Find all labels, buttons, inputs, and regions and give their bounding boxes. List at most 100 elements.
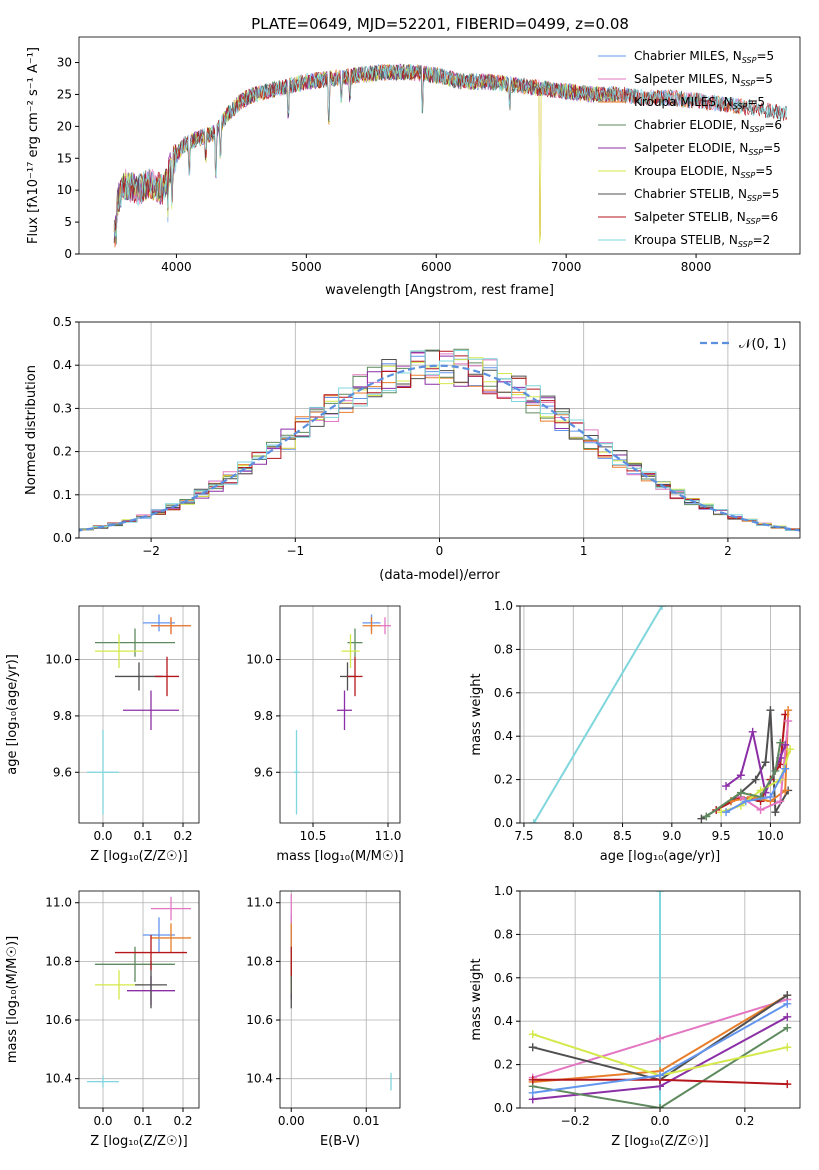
legend-subscript: SSP	[741, 79, 756, 88]
y-tick-label: 9.8	[53, 709, 72, 723]
legend-subscript: SSP	[742, 56, 757, 65]
spectrum-line-chabrier-stelib	[113, 64, 787, 243]
x-tick-label: 8.5	[613, 829, 632, 843]
y-axis-label: mass weight	[469, 673, 484, 755]
plus-marker	[748, 727, 757, 736]
y-tick-label: 0.6	[494, 686, 513, 700]
y-tick-label: 10.4	[246, 1072, 273, 1086]
plus-marker	[697, 814, 706, 823]
x-tick-label: 0.01	[353, 1114, 380, 1128]
x-tick-label: 1	[580, 544, 588, 558]
plus-marker	[781, 764, 790, 773]
plus-marker	[781, 786, 790, 795]
x-tick-label: 7000	[551, 260, 582, 274]
weight-line-5	[725, 731, 787, 796]
x-tick-label: 9.5	[712, 829, 731, 843]
x-tick-label: −1	[286, 544, 304, 558]
x-tick-label: 0	[436, 544, 444, 558]
legend-label: Chabrier STELIB, NSSP=5	[634, 187, 779, 203]
plus-marker	[766, 792, 775, 801]
x-tick-label: 0.2	[735, 1114, 754, 1128]
z_vs_age-panel: 0.0 0.1 0.2 9.6 9.8 10.0 Z [log₁₀(Z/Z☉)] age [l…	[5, 605, 200, 864]
legend-label: Salpeter ELODIE, NSSP=5	[634, 141, 781, 157]
legend-subscript: SSP	[746, 217, 761, 226]
legend-count: =5	[756, 49, 774, 63]
x-tick-label: 0.0	[93, 829, 112, 843]
x-tick-label: 10.0	[757, 829, 784, 843]
x-tick-label: 8000	[681, 260, 712, 274]
legend-label: Kroupa STELIB, NSSP=2	[634, 233, 770, 249]
x-tick-label: 10.5	[300, 829, 327, 843]
x-axis-label: (data-model)/error	[379, 568, 500, 583]
age_vs_mass_weight-frame	[519, 605, 801, 824]
y-tick-label: 1.0	[494, 599, 513, 613]
plus-marker	[656, 1071, 664, 1080]
y-tick-label: 0.3	[53, 401, 72, 415]
legend-count: =6	[760, 210, 778, 224]
x-tick-label: 0.0	[650, 1114, 669, 1128]
spectrum-frame	[78, 36, 801, 255]
plus-marker	[528, 1043, 537, 1052]
mass_vs_age-panel: 10.5 11.0 9.6 9.8 10.0 mass [log₁₀(M/M☉)]	[246, 605, 404, 864]
plus-marker	[722, 782, 731, 791]
plus-marker	[736, 788, 745, 797]
x-tick-label: 0.1	[133, 1114, 152, 1128]
y-tick-label: 5	[64, 215, 72, 229]
plus-marker	[766, 706, 775, 715]
plus-marker	[784, 706, 793, 715]
y-tick-label: 11.0	[45, 896, 72, 910]
y-tick-label: 0.8	[494, 642, 513, 656]
y-tick-label: 20	[57, 119, 72, 133]
y-tick-label: 0.6	[494, 971, 513, 985]
plus-marker	[736, 771, 745, 780]
lines	[528, 891, 792, 1108]
legend-count: =5	[747, 95, 765, 109]
plus-marker	[783, 991, 792, 1000]
histogram-panel: −2 −1 0 1 2 0.0 0.1 0.2 0.3 0.4 0.5 𝒩(0, 1) (data-mo…	[24, 315, 801, 583]
y-tick-label: 0.4	[494, 1014, 513, 1028]
z_vs_mass-frame	[78, 890, 200, 1109]
data-point	[95, 628, 175, 657]
x-tick-label: 6000	[421, 260, 452, 274]
y-tick-label: 0.5	[53, 315, 72, 329]
x-tick-label: 9.0	[662, 829, 681, 843]
spectrum-panel: PLATE=0649, MJD=52201, FIBERID=0499, z=0…	[26, 15, 801, 298]
y-tick-label: 10.0	[246, 653, 273, 667]
chart-title: PLATE=0649, MJD=52201, FIBERID=0499, z=0…	[251, 15, 629, 33]
weight-line-8	[725, 768, 787, 813]
legend-text: Salpeter MILES, N	[634, 72, 741, 86]
x-tick-label: 0.0	[93, 1114, 112, 1128]
legend-subscript: SSP	[733, 102, 748, 111]
legend-count: =5	[755, 72, 773, 86]
plus-marker	[783, 1080, 792, 1089]
lines	[529, 606, 795, 823]
y-axis-label: mass weight	[469, 958, 484, 1040]
legend-count: =5	[762, 187, 780, 201]
data-point	[87, 1075, 119, 1088]
y-tick-label: 0.8	[494, 927, 513, 941]
weight-line-0	[532, 606, 663, 823]
plus-marker	[741, 797, 750, 806]
x-tick-label: 0.1	[133, 829, 152, 843]
y-tick-label: 0	[64, 247, 72, 261]
data-point	[151, 617, 191, 635]
x-axis-label: age [log₁₀(age/yr)]	[600, 849, 721, 864]
legend-text: Salpeter STELIB, N	[634, 210, 746, 224]
plus-marker	[761, 758, 770, 767]
y-tick-label: 0.1	[53, 488, 72, 502]
x-tick-label: 11.0	[375, 829, 402, 843]
y-tick-label: 10.8	[246, 954, 273, 968]
plus-marker	[722, 808, 731, 817]
z_vs_mass_weight-frame	[519, 890, 801, 1109]
legend-subscript: SSP	[750, 125, 765, 134]
data-point	[151, 896, 191, 921]
z_vs_mass_weight-panel: −0.2 0.0 0.2 0.0 0.2 0.4 0.6 0.8 1.0 Z [log₁₀(Z/Z…	[469, 884, 801, 1149]
legend-count: =6	[764, 118, 782, 132]
y-tick-label: 10.6	[45, 1013, 72, 1027]
y-tick-label: 0.2	[494, 1058, 513, 1072]
plus-marker	[528, 1075, 537, 1084]
data-point	[337, 690, 352, 730]
x-tick-label: 5000	[291, 260, 322, 274]
x-tick-label: −0.2	[561, 1114, 590, 1128]
